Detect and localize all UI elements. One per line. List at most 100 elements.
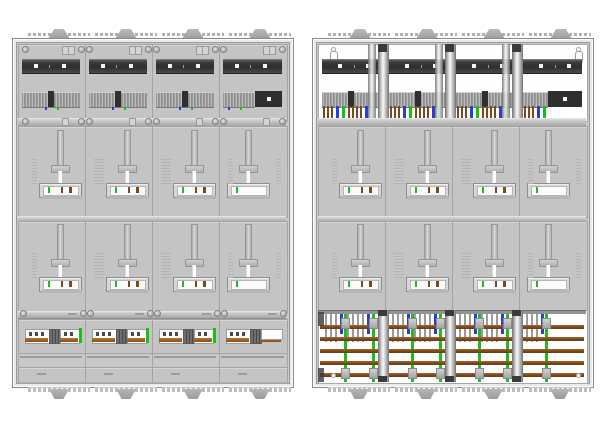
fuse-switch-unit[interactable]: [473, 277, 516, 292]
conductor-brown: [528, 106, 530, 120]
padlock-shackle-icon: [576, 47, 581, 52]
operating-rod[interactable]: [491, 130, 498, 169]
base-panel: [152, 367, 220, 384]
rod-link: [492, 171, 496, 187]
main-busbar: [223, 59, 282, 74]
fuse-unit-shadow: [175, 290, 216, 293]
lifting-eye: [416, 29, 438, 39]
fixing-screw: [154, 310, 161, 317]
hatch-marks: [94, 159, 99, 185]
base-foot: [116, 389, 136, 399]
rod-link: [546, 265, 550, 281]
marker-dash: [104, 373, 113, 375]
operating-rod[interactable]: [545, 224, 552, 263]
riser-cap: [378, 310, 387, 316]
fuse-switch-unit[interactable]: [473, 183, 516, 198]
operating-rod[interactable]: [245, 130, 252, 169]
nameplate-line: [221, 356, 284, 358]
conductor-brown: [423, 106, 425, 120]
marker-dash: [171, 373, 180, 375]
busbar-clamp: [436, 368, 445, 379]
pe-conductor: [545, 314, 548, 382]
conductor-brown: [327, 106, 329, 120]
fixing-screw: [153, 118, 160, 125]
operating-rod[interactable]: [424, 224, 431, 263]
conductor-brown: [352, 106, 354, 120]
din-rail: [194, 338, 212, 342]
blank-module[interactable]: [261, 329, 283, 340]
fuse-switch-unit[interactable]: [39, 277, 82, 292]
riser-column: [378, 310, 389, 382]
hinge: [62, 118, 69, 126]
operating-rod[interactable]: [357, 130, 364, 169]
fixing-screw: [86, 46, 93, 53]
lifting-eye: [182, 29, 204, 39]
bay-top-1[interactable]: [18, 44, 86, 122]
operating-rod[interactable]: [57, 130, 64, 169]
operating-rod[interactable]: [124, 130, 131, 169]
bay-top-2[interactable]: [85, 44, 153, 122]
fuse-unit-shadow: [341, 196, 382, 199]
conductor-brown: [398, 106, 400, 120]
conductor-green: [342, 106, 345, 120]
fuse-switch-unit[interactable]: [406, 277, 449, 292]
conductor-brown: [360, 106, 362, 120]
hinge: [135, 46, 142, 55]
fixing-screw: [280, 310, 287, 317]
conductor-pip: [179, 107, 181, 110]
nameplate-line: [87, 356, 149, 358]
bay-mid-lower-1[interactable]: [318, 221, 386, 313]
riser-cap: [378, 376, 387, 382]
padlock-shackle-icon: [331, 47, 336, 52]
base-foot: [183, 389, 203, 399]
fuse-unit-shadow: [108, 196, 149, 199]
conductor-brown: [524, 106, 526, 120]
conductor-blue: [367, 314, 370, 334]
rod-link: [358, 265, 362, 281]
operating-rod[interactable]: [124, 224, 131, 263]
fuse-switch-unit[interactable]: [527, 183, 570, 198]
conductor-pip: [57, 107, 59, 110]
conductor-brown: [390, 106, 392, 120]
hatch-marks: [32, 159, 37, 185]
conductor-pip: [191, 107, 193, 110]
fuse-unit-shadow: [229, 290, 270, 293]
conductor-blue: [470, 106, 473, 120]
operating-rod[interactable]: [357, 224, 364, 263]
operating-rod[interactable]: [545, 130, 552, 169]
bay-top-3[interactable]: [152, 44, 220, 122]
operating-rod[interactable]: [191, 130, 198, 169]
hatch-marks: [394, 253, 399, 279]
conductor-blue: [537, 106, 540, 120]
fuse-switch-unit[interactable]: [339, 277, 382, 292]
marker-dash: [202, 313, 211, 315]
operating-rod[interactable]: [424, 130, 431, 169]
conductor-brown: [356, 106, 358, 120]
bay-top-4[interactable]: [219, 44, 288, 122]
hatch-marks: [99, 159, 104, 185]
conductor-brown: [494, 106, 496, 120]
busbar-clamp: [436, 318, 445, 329]
fin-cap: [115, 91, 121, 107]
bay-mid-lower-1[interactable]: [18, 221, 86, 313]
operating-rod[interactable]: [491, 224, 498, 263]
hatch-marks: [32, 253, 37, 279]
busbar-clamp: [341, 368, 350, 379]
base-foot: [550, 389, 570, 399]
operating-rod[interactable]: [245, 224, 252, 263]
busbar-clamp: [503, 318, 512, 329]
fin-cap: [348, 91, 354, 107]
marker-dash: [135, 313, 144, 315]
fuse-unit-shadow: [408, 196, 449, 199]
busbar-clamp: [475, 368, 484, 379]
conductor-brown: [461, 106, 463, 120]
pe-conductor: [478, 314, 481, 382]
conductor-blue: [499, 106, 502, 120]
busbar-clamp: [341, 318, 350, 329]
operating-rod[interactable]: [191, 224, 198, 263]
rod-link: [58, 265, 62, 281]
fixing-screw: [214, 310, 221, 317]
base-foot: [49, 389, 69, 399]
operating-rod[interactable]: [57, 224, 64, 263]
fuse-unit-shadow: [529, 290, 570, 293]
